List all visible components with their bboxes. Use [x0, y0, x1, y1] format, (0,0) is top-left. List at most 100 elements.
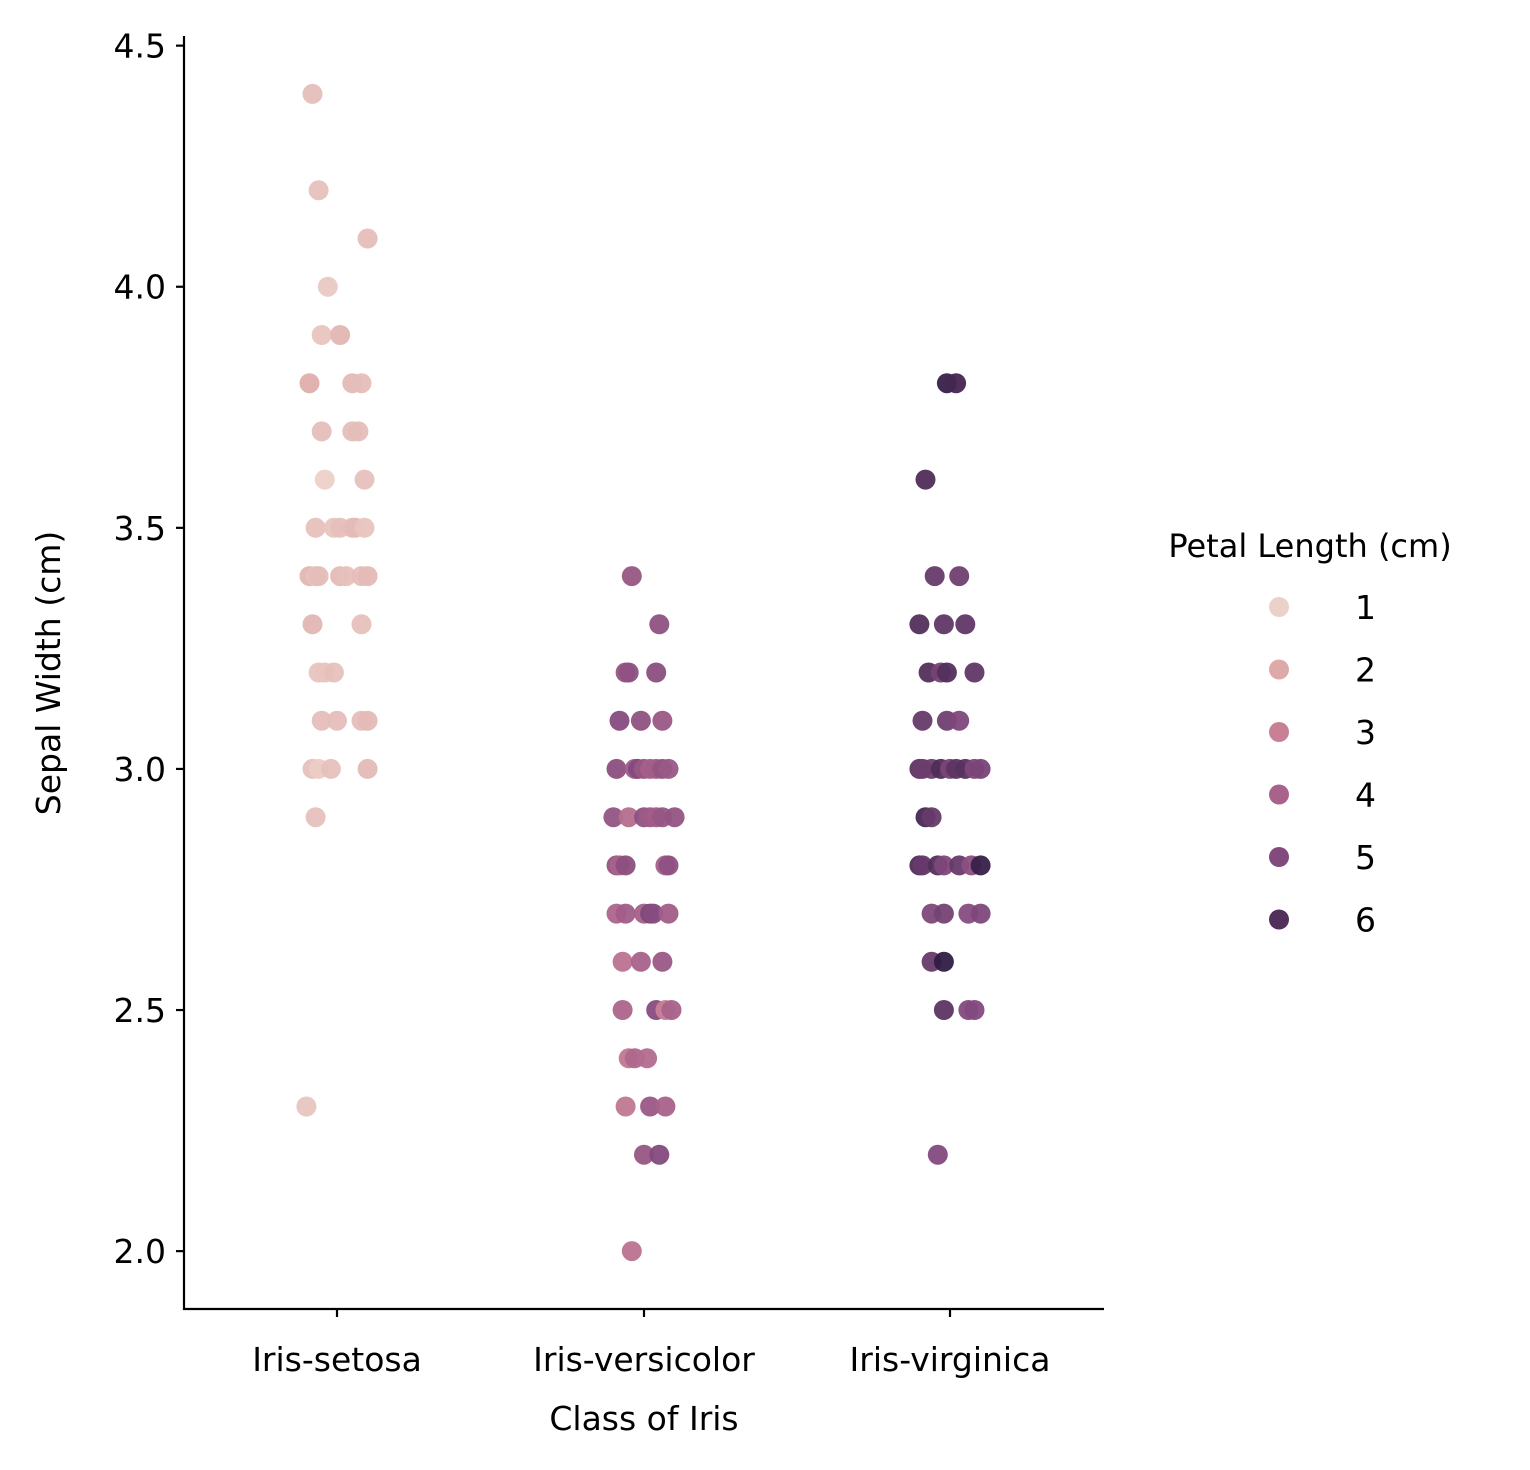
- data-point: [621, 566, 642, 587]
- data-point: [970, 903, 991, 924]
- data-point: [618, 662, 639, 683]
- legend-marker: [1269, 909, 1289, 930]
- data-point: [357, 566, 378, 587]
- data-point: [351, 373, 372, 394]
- data-point: [603, 807, 624, 828]
- data-point: [609, 710, 630, 731]
- x-tick-label: Iris-setosa: [252, 1340, 422, 1379]
- data-point: [302, 83, 323, 104]
- data-point: [964, 662, 985, 683]
- points-layer: [296, 83, 991, 1262]
- x-axis: Iris-setosa Iris-versicolor Iris-virginica: [252, 1309, 1050, 1379]
- y-tick-label: 2.0: [114, 1232, 166, 1271]
- y-tick-label: 2.5: [114, 991, 166, 1030]
- legend-label: 3: [1355, 713, 1376, 752]
- data-point: [664, 807, 685, 828]
- x-tick-label: Iris-virginica: [850, 1340, 1051, 1379]
- legend-marker: [1269, 659, 1289, 680]
- data-point: [912, 710, 933, 731]
- data-point: [630, 710, 651, 731]
- data-point: [630, 951, 651, 972]
- data-point: [649, 1144, 670, 1165]
- data-point: [637, 1048, 658, 1069]
- data-point: [933, 951, 954, 972]
- data-point: [606, 758, 627, 779]
- legend-title: Petal Length (cm): [1168, 527, 1451, 565]
- legend-label: 4: [1355, 776, 1376, 815]
- data-point: [612, 951, 633, 972]
- data-point: [955, 614, 976, 635]
- y-tick-label: 3.0: [114, 750, 166, 789]
- data-point: [643, 903, 664, 924]
- y-axis-title: Sepal Width (cm): [29, 531, 68, 815]
- data-point: [933, 1000, 954, 1020]
- data-point: [652, 951, 673, 972]
- data-point: [296, 1096, 317, 1117]
- data-point: [658, 758, 679, 779]
- x-tick-label: Iris-versicolor: [533, 1340, 755, 1379]
- legend-marker: [1269, 597, 1289, 617]
- data-point: [946, 373, 967, 394]
- data-point: [933, 903, 954, 924]
- data-point: [915, 469, 936, 490]
- data-point: [661, 1000, 682, 1020]
- legend-label: 5: [1355, 838, 1376, 877]
- data-point: [909, 614, 930, 635]
- data-point: [311, 710, 332, 731]
- data-point: [348, 421, 369, 442]
- data-point: [646, 662, 667, 683]
- data-point: [655, 1096, 676, 1117]
- data-point: [305, 807, 326, 828]
- data-point: [320, 758, 341, 779]
- legend-label: 6: [1355, 901, 1376, 940]
- data-point: [305, 517, 326, 538]
- data-point: [649, 614, 670, 635]
- data-point: [618, 807, 639, 828]
- data-point: [970, 758, 991, 779]
- data-point: [949, 710, 970, 731]
- data-point: [336, 566, 357, 587]
- data-point: [621, 1241, 642, 1262]
- legend-marker: [1269, 847, 1289, 867]
- y-tick-label: 4.5: [114, 27, 166, 66]
- data-point: [615, 903, 636, 924]
- legend-label: 1: [1355, 588, 1376, 627]
- data-point: [924, 566, 945, 587]
- data-point: [921, 807, 942, 828]
- x-axis-title: Class of Iris: [549, 1399, 738, 1438]
- data-point: [357, 228, 378, 249]
- data-point: [912, 855, 933, 876]
- data-point: [317, 276, 338, 297]
- legend-marker: [1269, 784, 1289, 805]
- data-point: [658, 855, 679, 876]
- data-point: [970, 855, 991, 876]
- data-point: [927, 1144, 948, 1165]
- data-point: [311, 325, 332, 345]
- data-point: [634, 1144, 654, 1165]
- y-axis: 2.0 2.5 3.0 3.5 4.0 4.5: [114, 27, 184, 1271]
- data-point: [964, 1000, 985, 1020]
- data-point: [652, 710, 673, 731]
- data-point: [351, 614, 372, 635]
- y-tick-label: 4.0: [114, 268, 166, 307]
- data-point: [308, 566, 329, 587]
- data-point: [354, 469, 375, 490]
- data-point: [612, 1000, 633, 1020]
- legend-label: 2: [1355, 651, 1376, 690]
- data-point: [640, 1096, 661, 1117]
- data-point: [357, 710, 378, 731]
- data-point: [354, 517, 375, 538]
- data-point: [933, 614, 954, 635]
- data-point: [323, 662, 344, 683]
- legend-marker: [1269, 722, 1289, 742]
- data-point: [936, 662, 957, 683]
- data-point: [314, 469, 335, 490]
- data-point: [949, 566, 970, 587]
- data-point: [933, 855, 954, 876]
- legend: Petal Length (cm) 1 2 3 4 5 6: [1168, 527, 1451, 940]
- data-point: [357, 758, 378, 779]
- data-point: [615, 1096, 636, 1117]
- data-point: [327, 710, 347, 731]
- data-point: [308, 180, 329, 201]
